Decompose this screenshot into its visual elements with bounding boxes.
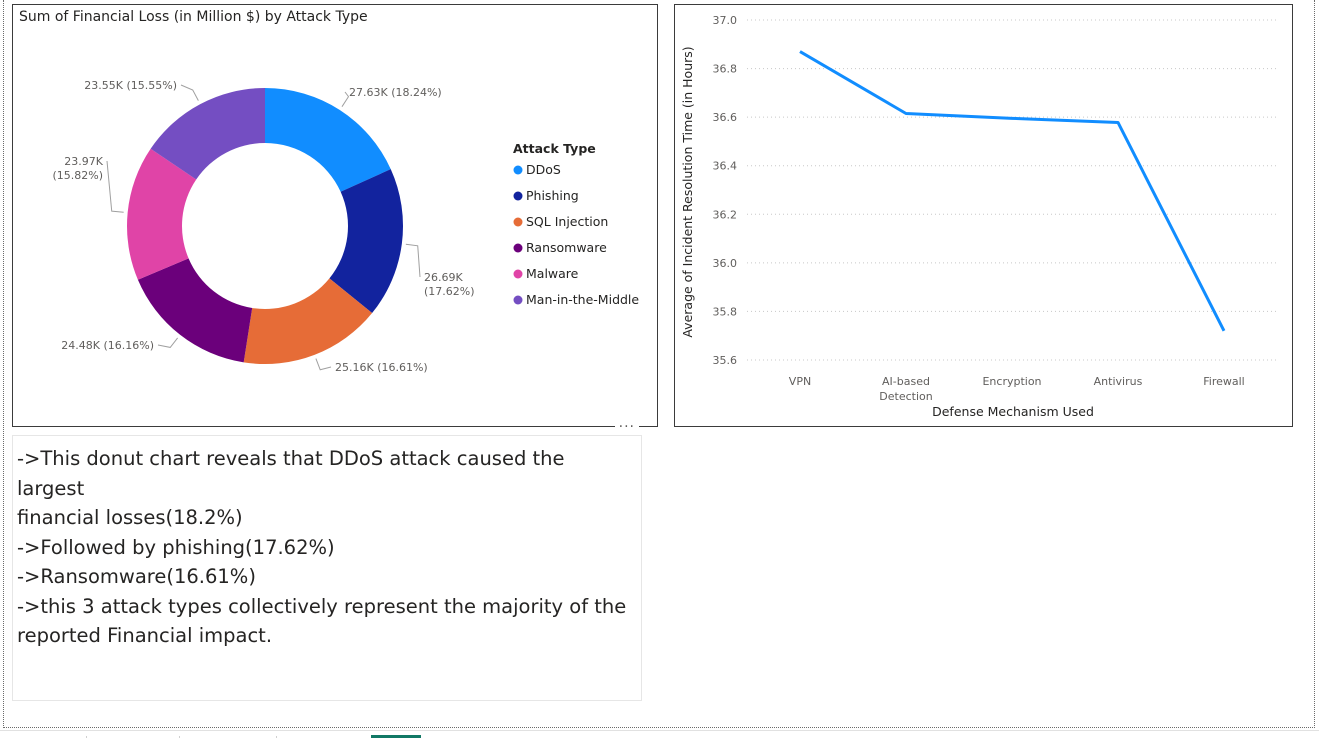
legend-marker [513, 243, 523, 253]
x-tick-label: Encryption [982, 375, 1041, 388]
insight-line-1: ->This donut chart reveals that DDoS att… [17, 447, 565, 500]
data-label: 25.16K (16.61%) [335, 361, 428, 374]
legend-item[interactable]: SQL Injection [526, 214, 608, 229]
tab-separator [86, 736, 87, 738]
legend-item[interactable]: DDoS [526, 162, 561, 177]
donut-slice-ddos[interactable] [265, 88, 391, 192]
leader-line [341, 91, 350, 107]
data-label: 26.69K [424, 271, 463, 284]
x-tick-label: VPN [789, 375, 811, 388]
y-tick-label: 36.8 [713, 63, 738, 76]
legend-marker [513, 191, 523, 201]
insight-line-4: ->Ransomware(16.61%) [17, 565, 256, 588]
leader-line [405, 243, 421, 278]
legend-marker [513, 269, 523, 279]
data-label: 23.55K (15.55%) [84, 79, 177, 92]
legend-marker [513, 295, 523, 305]
report-canvas [3, 0, 1315, 728]
y-tick-label: 36.4 [713, 160, 738, 173]
y-tick-label: 36.6 [713, 111, 738, 124]
donut-slice-sql-injection[interactable] [243, 278, 373, 364]
legend-marker [513, 165, 523, 175]
y-tick-label: 37.0 [713, 14, 738, 27]
active-page-tab[interactable] [371, 735, 421, 738]
donut-chart-title: Sum of Financial Loss (in Million $) by … [19, 9, 368, 25]
y-tick-label: 35.8 [713, 305, 738, 318]
donut-slice-ransomware[interactable] [137, 258, 253, 363]
insight-line-5: ->this 3 attack types collectively repre… [17, 594, 627, 618]
donut-slice-phishing[interactable] [329, 169, 404, 314]
x-tick-label: AI-based [882, 375, 930, 388]
data-label: 23.97K [64, 155, 103, 168]
donut-slice-man-in-the-middle[interactable] [150, 88, 265, 180]
y-tick-label: 35.6 [713, 354, 738, 367]
insight-text-box[interactable]: ->This donut chart reveals that DDoS att… [12, 435, 642, 701]
leader-line [157, 337, 179, 348]
leader-line [180, 84, 199, 101]
series-line[interactable] [799, 50, 1226, 332]
legend-item[interactable]: Malware [526, 266, 579, 281]
x-tick-label: Detection [879, 390, 932, 403]
x-tick-label: Firewall [1203, 375, 1244, 388]
legend-item[interactable]: Man-in-the-Middle [526, 292, 639, 307]
donut-slice-malware[interactable] [127, 148, 197, 280]
x-axis-title: Defense Mechanism Used [932, 404, 1094, 419]
line-chart: 35.6 35.8 36.0 36.2 36.4 36.6 36.8 37.0 VPN AI-ba… [680, 14, 1277, 419]
tab-separator [179, 736, 180, 738]
x-tick-label: Antivirus [1094, 375, 1143, 388]
insight-line-2: financial losses(18.2%) [17, 506, 243, 529]
data-label: 24.48K (16.16%) [61, 339, 154, 352]
legend-marker [513, 217, 523, 227]
leader-line [106, 160, 124, 213]
legend-item[interactable]: Phishing [526, 188, 579, 203]
donut-chart: 27.63K (18.24%) 26.69K(17.62%) 25.16K (16.… [52, 79, 639, 374]
y-tick-label: 36.2 [713, 208, 738, 221]
donut-chart-visual[interactable]: Sum of Financial Loss (in Million $) by … [12, 4, 658, 430]
data-label: (17.62%) [424, 285, 475, 298]
legend-item[interactable]: Ransomware [526, 240, 607, 255]
page-tab-bar [0, 730, 1319, 739]
more-options-icon[interactable]: ... [614, 416, 639, 430]
line-chart-visual[interactable]: 35.6 35.8 36.0 36.2 36.4 36.6 36.8 37.0 VPN AI-ba… [674, 4, 1293, 427]
data-label: (15.82%) [52, 169, 103, 182]
y-axis-title: Average of Incident Resolution Time (in … [680, 46, 695, 337]
y-tick-label: 36.0 [713, 257, 738, 270]
leader-line [315, 358, 332, 371]
data-label: 27.63K (18.24%) [349, 86, 442, 99]
tab-separator [276, 736, 277, 738]
insight-line-3: ->Followed by phishing(17.62%) [17, 535, 335, 559]
insight-line-6: reported Financial impact. [17, 624, 273, 647]
legend-title: Attack Type [513, 141, 596, 156]
